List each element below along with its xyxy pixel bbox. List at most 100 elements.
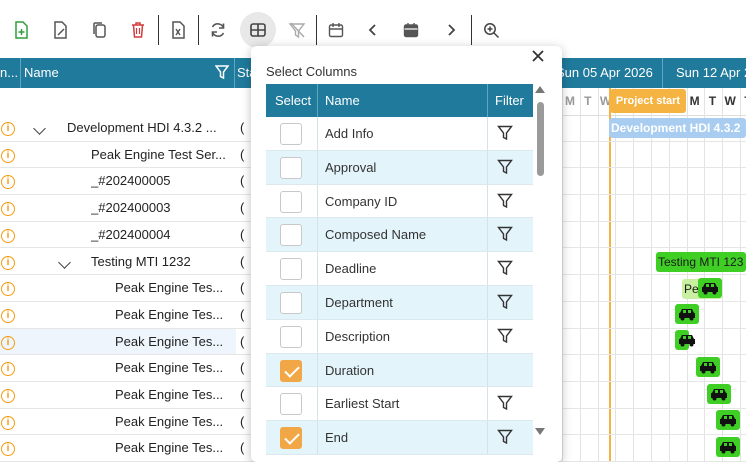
- scroll-up-arrow-icon[interactable]: [535, 86, 545, 93]
- info-icon[interactable]: i: [1, 362, 15, 377]
- column-header-first[interactable]: n...: [0, 65, 19, 80]
- row-cells: i _#202400004: [0, 222, 236, 248]
- filter-icon[interactable]: [497, 125, 513, 141]
- chevron-down-icon[interactable]: [33, 122, 46, 135]
- column-divider: [487, 353, 488, 387]
- filter-icon[interactable]: [215, 65, 229, 80]
- filter-icon[interactable]: [497, 395, 513, 411]
- add-button[interactable]: [3, 12, 39, 48]
- scroll-thumb[interactable]: [537, 102, 544, 176]
- gantt-day-label: W: [599, 94, 612, 108]
- info-icon[interactable]: i: [1, 282, 15, 297]
- add-icon: [15, 21, 28, 39]
- column-checkbox[interactable]: [280, 427, 302, 450]
- info-icon[interactable]: i: [1, 415, 15, 430]
- column-option-row[interactable]: Composed Name: [266, 218, 533, 253]
- column-option-row[interactable]: Deadline: [266, 252, 533, 286]
- delete-button[interactable]: [120, 12, 156, 48]
- column-divider: [317, 286, 318, 319]
- column-option-row[interactable]: Company ID: [266, 184, 533, 219]
- filter-icon[interactable]: [497, 260, 513, 276]
- column-divider: [317, 218, 318, 252]
- column-divider: [317, 150, 318, 184]
- gantt-bar-development[interactable]: Development HDI 4.3.2: [609, 118, 746, 138]
- info-icon[interactable]: i: [1, 389, 15, 403]
- column-header-name[interactable]: Name: [24, 65, 59, 80]
- clear-filter-button[interactable]: [279, 12, 315, 48]
- column-checkbox[interactable]: [280, 359, 302, 382]
- close-icon[interactable]: [528, 46, 548, 66]
- column-option-row[interactable]: Department: [266, 286, 533, 320]
- today-button[interactable]: [393, 12, 429, 48]
- column-checkbox[interactable]: [280, 123, 302, 145]
- column-divider: [662, 58, 663, 88]
- refresh-button[interactable]: [200, 12, 236, 48]
- row-status: (: [240, 306, 245, 322]
- row-status: (: [240, 226, 245, 242]
- column-checkbox[interactable]: [280, 156, 302, 179]
- filter-icon[interactable]: [497, 429, 513, 445]
- filter-icon[interactable]: [497, 159, 513, 175]
- column-option-row[interactable]: End: [266, 421, 533, 455]
- column-checkbox[interactable]: [280, 292, 302, 314]
- info-icon[interactable]: i: [1, 202, 15, 217]
- column-divider: [317, 421, 318, 454]
- row-name: _#202400005: [91, 173, 171, 189]
- popup-title: Select Columns: [266, 64, 358, 79]
- filter-icon[interactable]: [497, 226, 513, 242]
- column-checkbox[interactable]: [280, 190, 302, 213]
- column-divider: [20, 58, 21, 88]
- column-option-row[interactable]: Approval: [266, 150, 533, 185]
- car-icon: [679, 335, 695, 347]
- column-option-row[interactable]: Earliest Start: [266, 387, 533, 422]
- column-option-row[interactable]: Description: [266, 319, 533, 354]
- columns-table: Select Name Filter Add Info Approval Compa…: [266, 84, 533, 462]
- column-divider: [487, 319, 488, 353]
- row-cells: i Peak Engine Tes...: [0, 355, 236, 381]
- info-icon[interactable]: i: [1, 308, 15, 323]
- row-name: _#202400004: [91, 226, 171, 242]
- row-status: (: [240, 333, 245, 349]
- car-icon: [711, 389, 727, 401]
- info-icon[interactable]: i: [1, 148, 15, 163]
- column-checkbox[interactable]: [280, 393, 302, 416]
- info-icon[interactable]: i: [1, 442, 15, 457]
- gantt-day-label: W: [724, 94, 736, 108]
- info-icon[interactable]: i: [1, 228, 15, 243]
- zoom-in-button[interactable]: [473, 12, 509, 48]
- column-option-row[interactable]: Add Info: [266, 117, 533, 151]
- column-checkbox[interactable]: [280, 258, 302, 281]
- info-icon[interactable]: i: [1, 175, 15, 190]
- copy-button[interactable]: [81, 12, 117, 48]
- info-icon[interactable]: i: [1, 255, 15, 270]
- column-divider: [317, 84, 318, 117]
- column-divider: [487, 184, 488, 218]
- column-checkbox[interactable]: [280, 325, 302, 348]
- row-cells: i Peak Engine Tes...: [0, 328, 236, 355]
- info-icon[interactable]: i: [1, 335, 15, 350]
- gantt-bar-testing[interactable]: Testing MTI 123: [656, 252, 746, 272]
- row-cells: i Peak Engine Tes...: [0, 275, 236, 301]
- chevron-down-icon[interactable]: [58, 255, 71, 269]
- column-option-row[interactable]: Duration: [266, 353, 533, 388]
- row-cells: i Peak Engine Tes...: [0, 435, 236, 461]
- previous-button[interactable]: [355, 12, 391, 48]
- filter-icon[interactable]: [497, 193, 513, 209]
- filter-icon[interactable]: [497, 328, 513, 344]
- calendar-button[interactable]: [318, 12, 354, 48]
- column-divider: [317, 319, 318, 353]
- row-status: (: [240, 413, 245, 429]
- filter-icon[interactable]: [497, 294, 513, 310]
- info-icon[interactable]: i: [1, 122, 15, 136]
- column-checkbox[interactable]: [280, 224, 302, 247]
- column-option-name: End: [325, 430, 349, 446]
- next-button[interactable]: [433, 12, 469, 48]
- gantt-day-label: M: [689, 94, 700, 108]
- column-divider: [317, 252, 318, 285]
- excel-export-button[interactable]: [160, 12, 196, 48]
- select-columns-button[interactable]: [240, 12, 276, 48]
- refresh-icon: [211, 23, 225, 37]
- edit-button[interactable]: [42, 12, 78, 48]
- row-name: Testing MTI 1232: [91, 253, 191, 269]
- scroll-down-arrow-icon[interactable]: [535, 428, 545, 435]
